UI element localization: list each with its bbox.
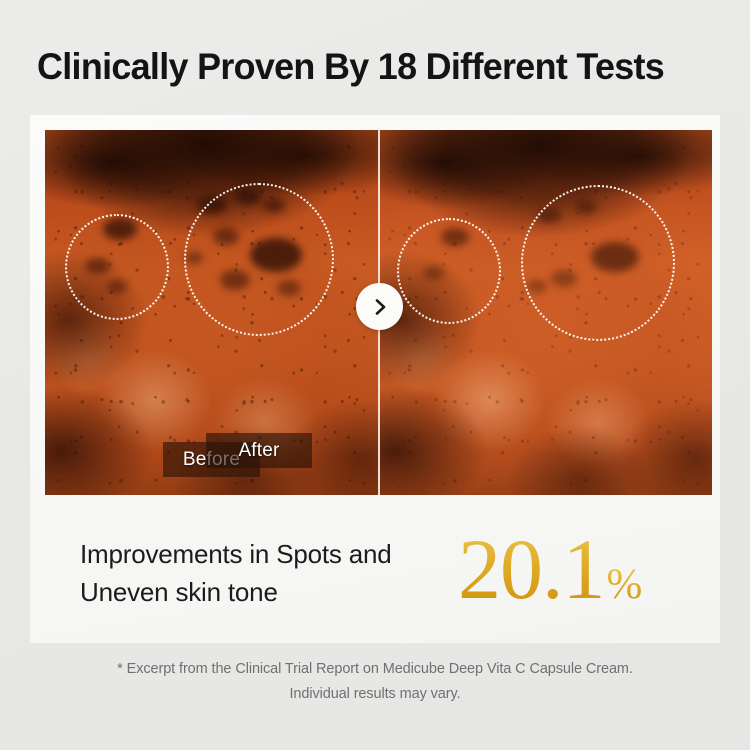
footnote-line2: Individual results may vary.: [289, 686, 461, 702]
result-value: 20.1: [458, 521, 605, 617]
chevron-right-icon[interactable]: [356, 283, 403, 330]
result-label: Improvements in Spots and Uneven skin to…: [80, 535, 480, 611]
before-photo-panel: [45, 130, 378, 495]
after-photo-panel: [379, 130, 712, 495]
result-unit: %: [606, 561, 643, 608]
after-label: After: [206, 433, 312, 468]
before-after-comparison[interactable]: Before After: [45, 130, 712, 495]
result-row: Improvements in Spots and Uneven skin to…: [30, 513, 720, 623]
highlight-circle-large: [521, 185, 675, 341]
footnote-line1: * Excerpt from the Clinical Trial Report…: [117, 661, 633, 677]
highlight-circle-large: [184, 183, 334, 336]
page-title: Clinically Proven By 18 Different Tests: [37, 46, 665, 87]
highlight-circle-small: [397, 218, 501, 324]
content-card: Before After Improvements in Spots and U…: [30, 115, 720, 643]
result-label-line2: Uneven skin tone: [80, 577, 278, 607]
highlight-circle-small: [65, 214, 169, 320]
result-label-line1: Improvements in Spots and: [80, 539, 392, 569]
result-value-group: 20.1%: [458, 521, 698, 617]
footnote: * Excerpt from the Clinical Trial Report…: [0, 657, 750, 707]
